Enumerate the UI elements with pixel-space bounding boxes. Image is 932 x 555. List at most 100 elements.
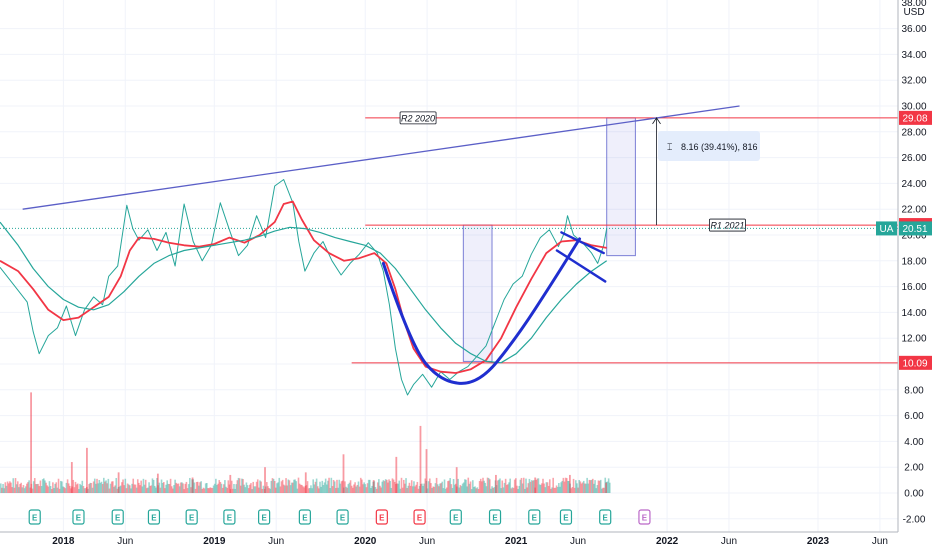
price-tag-box (899, 355, 932, 370)
volume-bar (250, 483, 252, 493)
volume-bar (52, 482, 54, 493)
volume-bar (440, 483, 442, 493)
volume-bar (537, 478, 540, 493)
volume-bar (135, 487, 138, 493)
volume-bar (181, 482, 183, 493)
y-tick-label: 16.00 (901, 282, 926, 293)
volume-bar (434, 483, 437, 493)
volume-bar (588, 479, 591, 493)
volume-bar (363, 482, 365, 493)
x-tick-label: Jun (872, 536, 888, 547)
volume-bar (90, 482, 93, 493)
price-tag-label: 20.51 (902, 224, 927, 235)
volume-bar (421, 483, 423, 493)
volume-bar (211, 487, 214, 493)
volume-bar (505, 484, 508, 493)
volume-bar (227, 480, 230, 493)
volume-bar (450, 484, 453, 493)
volume-bar (167, 483, 170, 493)
volume-bar (499, 478, 501, 493)
price-axis[interactable]: USD 38.00 36.00 34.00 32.00 30.00 28.00 26.00… (897, 0, 932, 532)
volume-bar (402, 479, 405, 493)
volume-bar (150, 485, 153, 493)
volume-bar (483, 480, 485, 493)
volume-bar (1, 487, 3, 493)
earnings-event-label: E (417, 514, 423, 523)
volume-bar (281, 479, 284, 493)
volume-bar (165, 484, 167, 493)
volume-bar (410, 480, 413, 493)
volume-bar (447, 481, 449, 493)
volume-bar (359, 477, 362, 493)
volume-bar (323, 482, 326, 493)
volume-bar (522, 477, 525, 493)
volume-bar (289, 485, 292, 493)
volume-bar (226, 487, 228, 493)
volume-bar (177, 483, 180, 493)
volume-bar (109, 483, 112, 493)
volume-bar (97, 483, 99, 493)
volume-bar (329, 488, 331, 493)
volume-bar (306, 481, 309, 493)
volume-bar (268, 488, 270, 493)
earnings-event-box (413, 509, 426, 525)
volume-bar (544, 487, 547, 493)
volume-bar (314, 481, 317, 493)
y-tick-label: 6.00 (904, 411, 924, 422)
earnings-event-label: E (642, 514, 648, 523)
volume-bar (439, 483, 441, 493)
volume-bar (594, 480, 596, 493)
volume-bar (273, 480, 276, 493)
volume-bar (545, 482, 548, 493)
volume-bar (79, 483, 81, 493)
y-tick-label: 32.00 (901, 76, 926, 87)
volume-bar (2, 483, 4, 493)
volume-bar (146, 488, 148, 493)
volume-spike-bar (156, 473, 159, 493)
volume-bar (542, 478, 544, 493)
volume-bar (91, 487, 94, 493)
volume-bar (24, 486, 27, 493)
volume-spike-bar (117, 472, 120, 493)
time-axis[interactable]: 2018 Jun 2019 Jun 2020 Jun 2021 Jun 2022 Jun 2023 J… (0, 531, 932, 550)
volume-bar (104, 481, 106, 493)
volume-bar (235, 484, 238, 493)
volume-bar (520, 477, 523, 493)
volume-bar (206, 482, 208, 493)
earnings-event-label: E (340, 514, 346, 523)
volume-bar (509, 478, 511, 493)
volume-bar (267, 486, 269, 493)
volume-bar (178, 486, 181, 493)
volume-bar (586, 477, 588, 493)
volume-bar (279, 486, 282, 493)
volume-bar (219, 481, 222, 493)
volume-bar (390, 487, 393, 493)
volume-bar (472, 480, 474, 493)
volume-bar (404, 483, 406, 493)
volume-bar (152, 479, 155, 493)
volume-bar (27, 482, 29, 493)
volume-bar (271, 478, 274, 493)
volume-bar (452, 479, 455, 493)
volume-bar (400, 477, 403, 493)
volume-bar (84, 488, 87, 493)
x-tick-label: Jun (721, 536, 737, 547)
volume-bar (414, 486, 416, 493)
volume-bar (547, 485, 550, 493)
volume-spike-bar (395, 456, 398, 493)
volume-bar (110, 481, 113, 493)
volume-bar (362, 484, 364, 493)
volume-bar (595, 488, 597, 493)
volume-bar (186, 488, 189, 493)
volume-bar (375, 488, 378, 493)
volume-bar (432, 486, 434, 493)
volume-bar (399, 488, 402, 493)
volume-bar (153, 485, 156, 493)
volume-bar (116, 488, 119, 493)
volume-bar (521, 483, 524, 493)
volume-spike-bar (455, 467, 458, 493)
volume-bar (218, 480, 221, 493)
volume-bar (415, 484, 418, 493)
